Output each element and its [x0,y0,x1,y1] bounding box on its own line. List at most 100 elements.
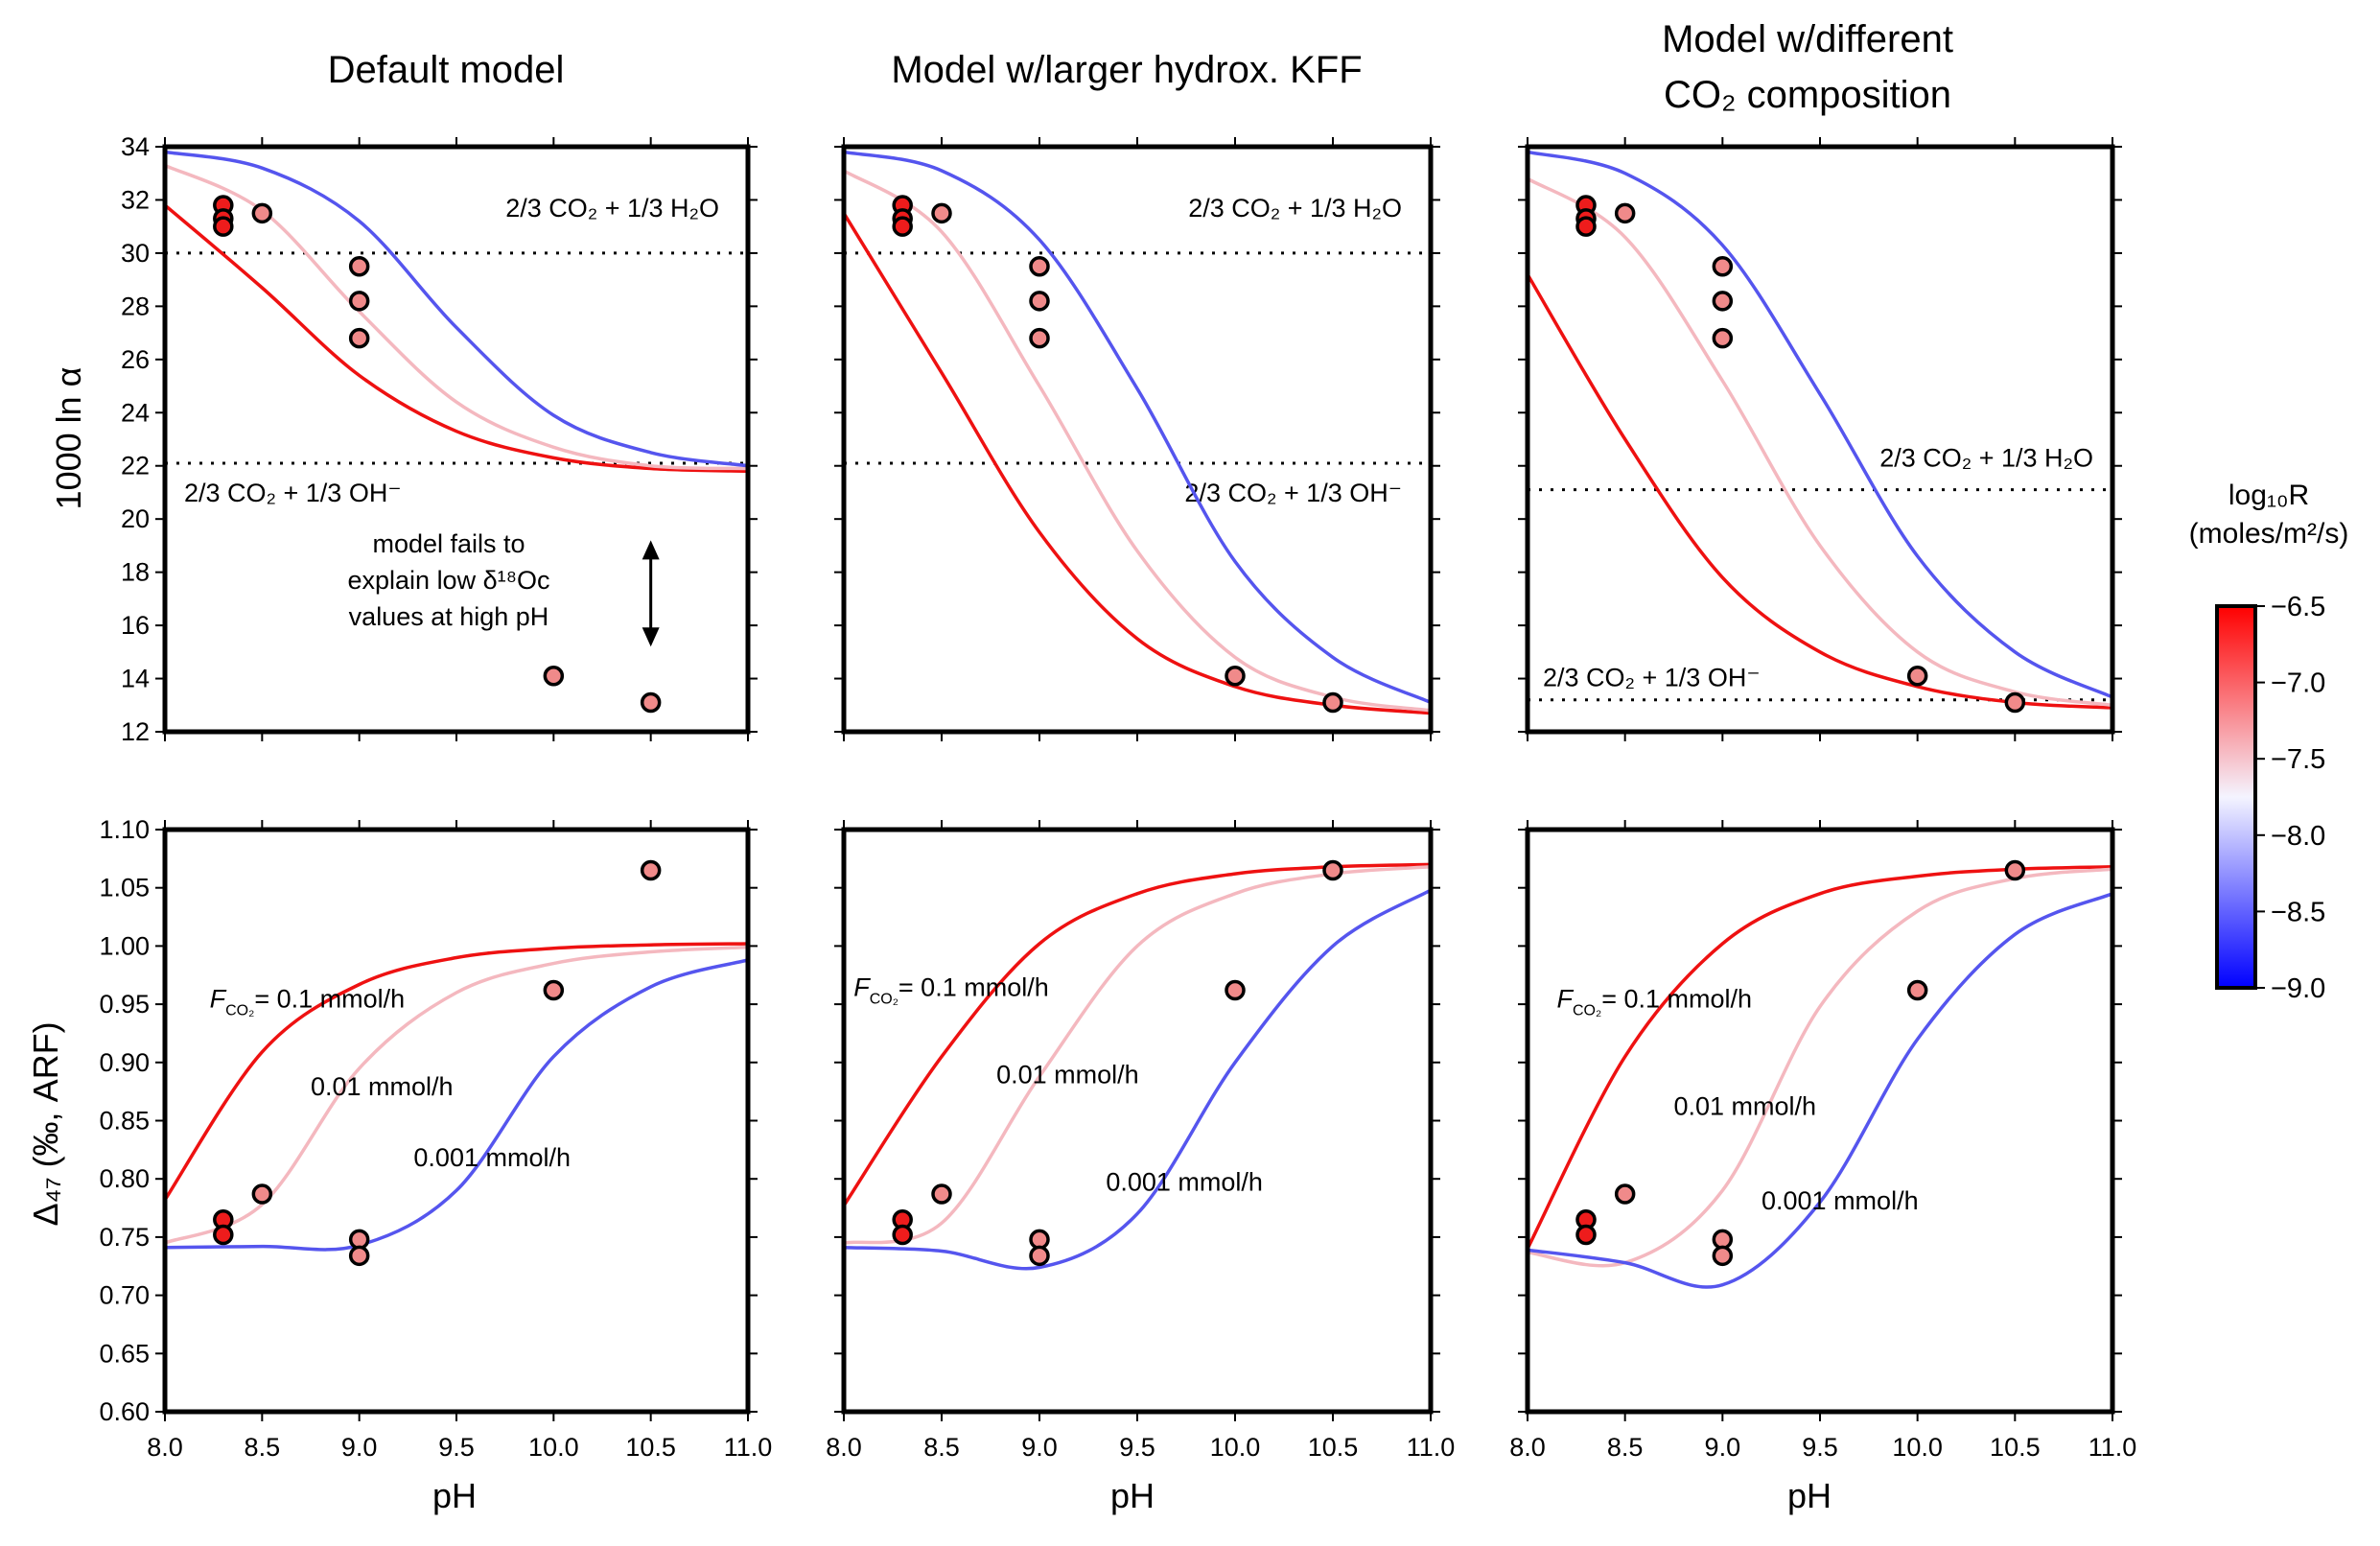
data-point [1029,327,1050,349]
colorbar-tick-label: −7.5 [2271,744,2325,775]
flux-label: 0.01 mmol/h [996,1061,1139,1089]
y-tick-label: 26 [121,345,150,374]
panel-frame [841,827,1434,1415]
y-tick-label: 0.70 [99,1281,150,1310]
reference-line-label: 2/3 CO₂ + 1/3 OH⁻ [184,479,402,507]
y-tick-label: 34 [121,132,150,161]
data-point [1906,979,1928,1001]
data-point [348,327,370,349]
panel-frame [162,144,751,735]
data-point [931,1183,952,1205]
x-tick-label: 11.0 [724,1433,773,1462]
column-titles: Default model Model w/larger hydrox. KFF… [328,18,1953,116]
x-tick-label: 9.0 [1705,1433,1741,1462]
model-curve-blue [165,958,748,1252]
flux-label: 0.001 mmol/h [1106,1167,1263,1196]
model-curves [165,942,748,1252]
x-tick-label: 9.5 [1802,1433,1838,1462]
annotation-text: explain low δ¹⁸Oc [348,566,550,595]
y-tick-label: 24 [121,398,150,427]
title-different-co2-line1: Model w/different [1662,18,1953,60]
data-point [1029,1245,1050,1267]
panel-bottom-larger-kff: 8.0 8.5 9.0 9.5 10.0 10.5 11.0 FCO₂= 0.1 mmol/h… [826,820,1455,1462]
model-curve-red [165,203,748,474]
x-tick-label: 10.0 [1892,1433,1943,1462]
data-point [213,1224,234,1246]
data-point [543,979,565,1001]
x-axis-label-col3: pH [1787,1476,1832,1515]
x-axis-label-col1: pH [432,1476,477,1515]
panel-frame [162,827,751,1415]
y-tick-label: 1.10 [99,815,150,844]
title-default-model: Default model [328,49,565,91]
y-tick-label: 0.80 [99,1164,150,1193]
flux-label: 0.01 mmol/h [311,1072,454,1101]
y-tick-label: 14 [121,665,150,693]
data-point [1712,1245,1734,1267]
y-tick-label: 28 [121,292,150,320]
model-curves [844,150,1431,715]
data-point [1029,256,1050,277]
data-point [1712,256,1734,277]
x-tick-label: 10.5 [1990,1433,2041,1462]
data-point [348,291,370,312]
data-point [1322,691,1343,714]
data-point [543,666,565,687]
panel-frame [841,144,1434,735]
data-point [1614,202,1636,224]
colorbar-tick-label: −8.0 [2271,821,2325,852]
model-curves [1528,150,2112,710]
data-point [1029,291,1050,312]
model-curve-red [844,212,1431,715]
panel-top-default: 12 14 16 18 20 22 24 26 28 30 32 34 2/3 CO₂ + 1/3 H₂… [121,132,758,746]
data-point [1712,327,1734,349]
x-tick-label: 11.0 [1407,1433,1456,1462]
y-tick-label: 30 [121,239,150,268]
colorbar-ticks: −6.5 −7.0 −7.5 −8.0 −8.5 −9.0 [2255,592,2325,1004]
data-point [931,202,952,224]
y-tick-label: 0.75 [99,1223,150,1252]
data-point [1575,1224,1597,1246]
x-axis-label-col2: pH [1110,1476,1155,1515]
x-tick-label: 10.0 [528,1433,579,1462]
x-tick-label: 9.0 [341,1433,378,1462]
data-point [348,256,370,277]
y-tick-label: 0.90 [99,1048,150,1077]
model-curve-blue [1528,150,2112,699]
model-curves [1528,865,2112,1289]
colorbar-tick-label: −9.0 [2271,973,2325,1004]
y-tick-label: 0.95 [99,990,150,1019]
flux-label: 0.001 mmol/h [413,1143,571,1172]
data-point [892,1224,913,1246]
y-tick-label: 1.00 [99,931,150,960]
model-curve-pink [165,945,748,1245]
y-tick-label: 32 [121,185,150,214]
panel-bottom-different-co2: 8.0 8.5 9.0 9.5 10.0 10.5 11.0 FCO₂= 0.1 mmol/h… [1509,820,2136,1462]
data-point [2004,859,2026,881]
panel-top-larger-kff: 2/3 CO₂ + 1/3 H₂O 2/3 CO₂ + 1/3 OH⁻ [834,137,1440,741]
y-tick-label: 0.60 [99,1397,150,1426]
flux-label: FCO₂= 0.1 mmol/h [853,973,1049,1008]
colorbar: log₁₀R (moles/m²/s) −6.5 −7.0 −7.5 −8.0 −8.5… [2189,480,2349,1004]
data-point [1225,979,1246,1001]
y-tick-label: 18 [121,558,150,587]
x-tick-label: 10.0 [1210,1433,1261,1462]
colorbar-tick-label: −6.5 [2271,592,2325,622]
flux-label: 0.001 mmol/h [1762,1186,1919,1215]
data-point [640,859,662,881]
x-tick-label: 9.0 [1021,1433,1058,1462]
x-tick-label: 8.0 [1509,1433,1546,1462]
colorbar-tick-label: −7.0 [2271,668,2325,699]
x-tick-label: 9.5 [438,1433,475,1462]
model-curve-pink [844,169,1431,713]
reference-line-label: 2/3 CO₂ + 1/3 OH⁻ [1543,664,1761,692]
x-tick-label: 8.5 [1607,1433,1644,1462]
y-tick-label: 22 [121,452,150,480]
reference-line-label: 2/3 CO₂ + 1/3 H₂O [505,194,719,223]
panel-frame [1525,827,2115,1415]
colorbar-gradient [2215,604,2257,990]
model-curve-blue [844,888,1431,1271]
data-point [1906,666,1928,687]
annotation-text: values at high pH [349,602,549,631]
